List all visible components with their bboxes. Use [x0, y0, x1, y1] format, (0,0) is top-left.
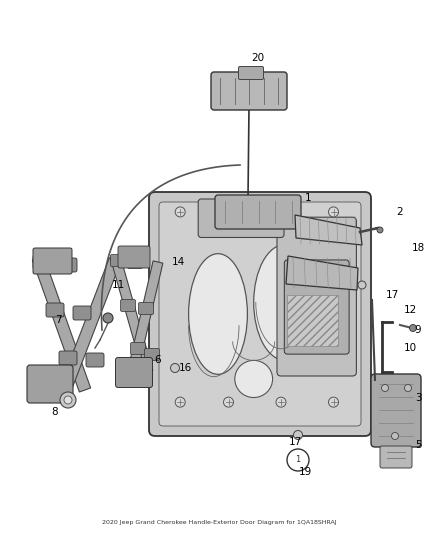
Bar: [287, 295, 338, 346]
Circle shape: [358, 281, 366, 289]
FancyBboxPatch shape: [284, 260, 349, 354]
Text: 2020 Jeep Grand Cherokee Handle-Exterior Door Diagram for 1QA18SHRAJ: 2020 Jeep Grand Cherokee Handle-Exterior…: [102, 520, 336, 525]
Text: 18: 18: [411, 243, 424, 253]
Text: 12: 12: [403, 305, 417, 315]
Polygon shape: [127, 261, 163, 375]
FancyBboxPatch shape: [110, 254, 126, 266]
FancyBboxPatch shape: [138, 303, 153, 314]
Text: 17: 17: [288, 437, 302, 447]
Circle shape: [392, 432, 399, 440]
Circle shape: [377, 227, 383, 233]
Text: 5: 5: [415, 440, 421, 450]
Polygon shape: [286, 256, 358, 290]
FancyBboxPatch shape: [159, 202, 361, 426]
FancyBboxPatch shape: [380, 446, 412, 468]
Text: 10: 10: [403, 343, 417, 353]
Text: 14: 14: [171, 257, 185, 267]
Circle shape: [276, 397, 286, 407]
Text: 9: 9: [415, 325, 421, 335]
FancyBboxPatch shape: [131, 343, 145, 354]
Circle shape: [60, 392, 76, 408]
Polygon shape: [60, 258, 120, 392]
FancyBboxPatch shape: [33, 255, 51, 269]
Circle shape: [170, 364, 180, 373]
FancyBboxPatch shape: [86, 353, 104, 367]
Text: 8: 8: [52, 407, 58, 417]
FancyBboxPatch shape: [27, 365, 73, 403]
FancyBboxPatch shape: [59, 351, 77, 365]
Text: 16: 16: [178, 363, 192, 373]
Circle shape: [293, 431, 303, 440]
FancyBboxPatch shape: [116, 358, 152, 387]
Text: 1: 1: [295, 456, 300, 464]
Circle shape: [328, 207, 339, 217]
Ellipse shape: [189, 254, 247, 374]
Circle shape: [64, 396, 72, 404]
Circle shape: [223, 397, 233, 407]
Text: 20: 20: [251, 53, 265, 63]
Circle shape: [175, 207, 185, 217]
Text: 11: 11: [111, 280, 125, 290]
FancyBboxPatch shape: [59, 258, 77, 272]
Text: 2: 2: [397, 207, 403, 217]
Polygon shape: [295, 215, 362, 245]
Polygon shape: [110, 255, 153, 374]
Text: 3: 3: [415, 393, 421, 403]
FancyBboxPatch shape: [46, 303, 64, 317]
Ellipse shape: [235, 360, 272, 398]
FancyBboxPatch shape: [127, 256, 142, 269]
FancyBboxPatch shape: [371, 374, 421, 447]
Ellipse shape: [254, 245, 317, 360]
Circle shape: [175, 397, 185, 407]
Text: 19: 19: [298, 467, 311, 477]
FancyBboxPatch shape: [73, 306, 91, 320]
Circle shape: [287, 449, 309, 471]
Circle shape: [103, 313, 113, 323]
FancyBboxPatch shape: [33, 248, 72, 274]
FancyBboxPatch shape: [198, 199, 284, 238]
Text: 17: 17: [385, 290, 399, 300]
Text: 1: 1: [305, 193, 311, 203]
Text: 7: 7: [55, 315, 61, 325]
Circle shape: [410, 325, 417, 332]
Text: 6: 6: [155, 355, 161, 365]
FancyBboxPatch shape: [145, 349, 159, 360]
FancyBboxPatch shape: [120, 300, 135, 311]
FancyBboxPatch shape: [149, 192, 371, 436]
Circle shape: [328, 397, 339, 407]
Circle shape: [405, 384, 411, 392]
FancyBboxPatch shape: [211, 72, 287, 110]
FancyBboxPatch shape: [118, 246, 150, 268]
FancyBboxPatch shape: [277, 217, 357, 376]
FancyBboxPatch shape: [239, 67, 264, 79]
FancyBboxPatch shape: [215, 195, 301, 229]
Polygon shape: [32, 256, 91, 392]
Circle shape: [381, 384, 389, 392]
